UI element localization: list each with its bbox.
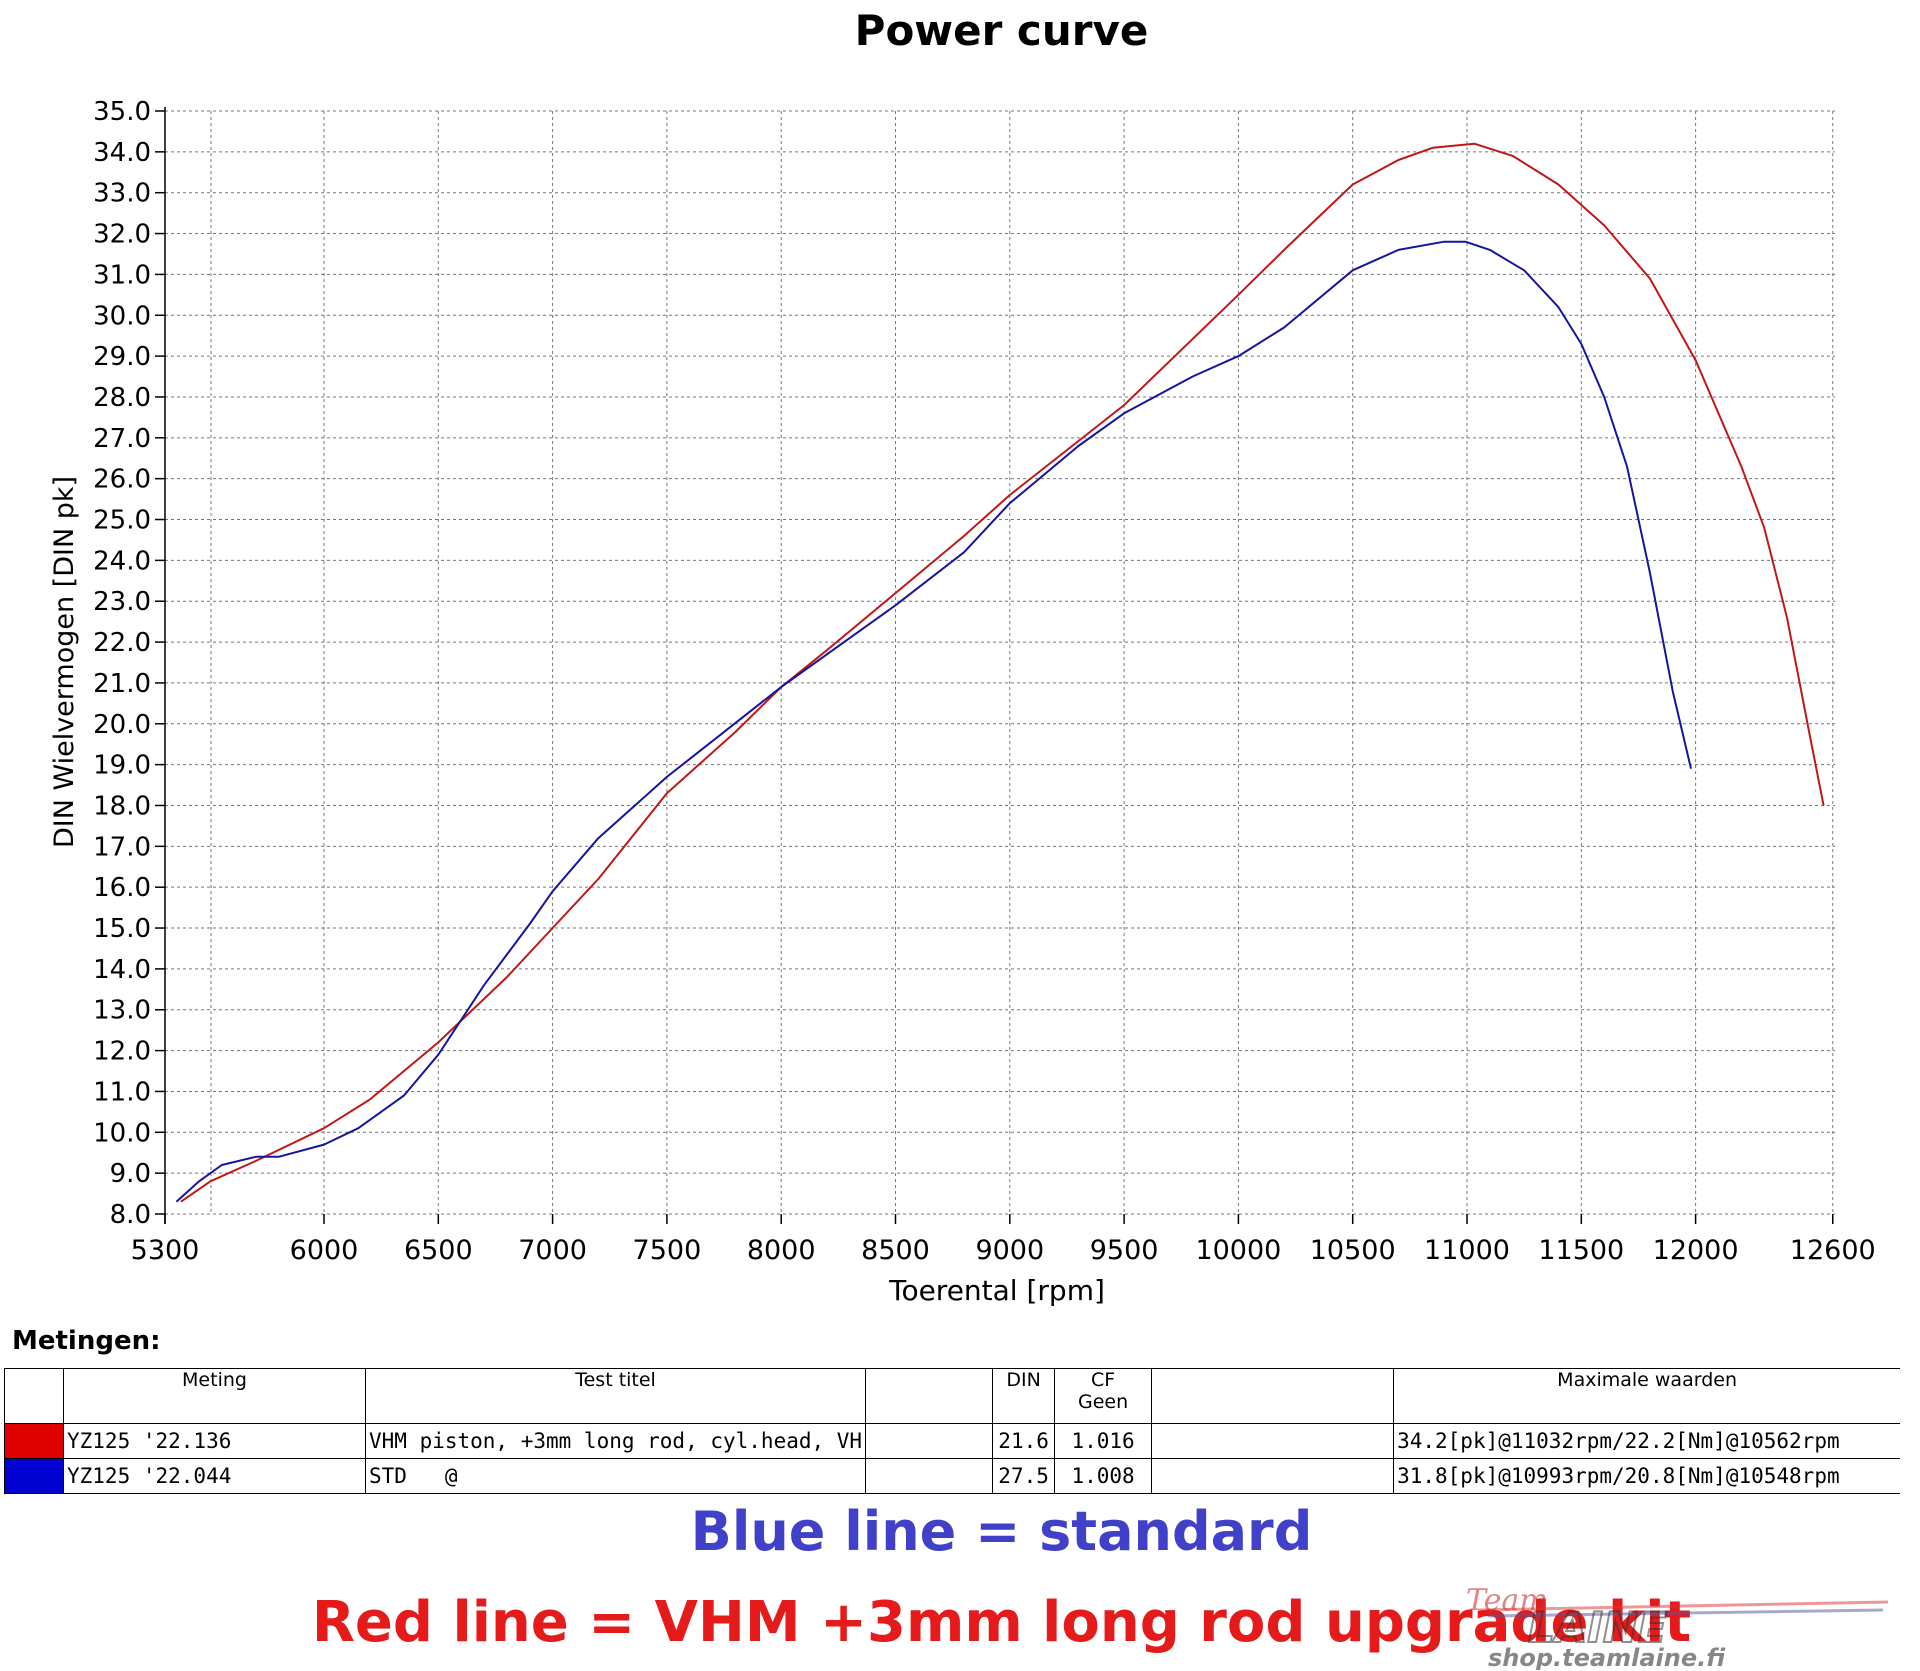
table-row: YZ125 '22.044 STD @ 27.5 1.008 31.8[pk]@… bbox=[4, 1458, 1901, 1494]
logo-url: shop.teamlaine.fi bbox=[1488, 1644, 1726, 1670]
logo-stripe bbox=[1487, 1608, 1884, 1618]
x-tick-label: 6500 bbox=[404, 1235, 473, 1266]
y-tick-label: 20.0 bbox=[93, 710, 151, 740]
series-layer bbox=[175, 142, 1825, 1203]
y-axis-label: DIN Wielvermogen [DIN pk] bbox=[49, 476, 80, 848]
y-tick-label: 21.0 bbox=[93, 669, 151, 699]
cell-din: 21.6 bbox=[992, 1423, 1056, 1459]
y-tick-label: 8.0 bbox=[110, 1200, 151, 1230]
y-tick-label: 33.0 bbox=[93, 179, 151, 209]
cell-test-titel: STD @ bbox=[364, 1458, 867, 1494]
chart-title: Power curve bbox=[854, 6, 1149, 55]
x-tick-label: 12000 bbox=[1653, 1235, 1739, 1266]
series-line-blue bbox=[175, 240, 1692, 1203]
cell-meting: YZ125 '22.136 bbox=[63, 1423, 366, 1459]
cell-din: 27.5 bbox=[992, 1458, 1056, 1494]
x-tick-label: 8000 bbox=[747, 1235, 816, 1266]
y-tick-label: 11.0 bbox=[93, 1077, 151, 1107]
cell-cf: 1.008 bbox=[1054, 1458, 1153, 1494]
grid-layer bbox=[165, 110, 1835, 1215]
table-header-row: Meting Test titel DIN CF Geen Maximale w… bbox=[4, 1368, 1901, 1424]
x-tick-label: 11000 bbox=[1424, 1235, 1510, 1266]
header-max: Maximale waarden bbox=[1393, 1368, 1901, 1424]
header-cf: CF Geen bbox=[1054, 1368, 1153, 1424]
y-tick-label: 27.0 bbox=[93, 424, 151, 454]
y-tick-label: 12.0 bbox=[93, 1037, 151, 1067]
y-tick-label: 34.0 bbox=[93, 138, 151, 168]
x-tick-label: 9500 bbox=[1090, 1235, 1159, 1266]
x-axis-label: Toerental [rpm] bbox=[888, 1274, 1105, 1307]
header-blank-1 bbox=[865, 1368, 994, 1424]
logo-script: Team bbox=[1466, 1583, 1548, 1618]
table-row: YZ125 '22.136 VHM piston, +3mm long rod,… bbox=[4, 1423, 1901, 1459]
y-tick-label: 9.0 bbox=[110, 1159, 151, 1189]
header-blank-2 bbox=[1151, 1368, 1395, 1424]
x-tick-label: 10500 bbox=[1310, 1235, 1396, 1266]
y-tick-label: 16.0 bbox=[93, 873, 151, 903]
y-tick-label: 35.0 bbox=[93, 97, 151, 127]
y-tick-label: 22.0 bbox=[93, 628, 151, 658]
x-tick-label: 10000 bbox=[1195, 1235, 1281, 1266]
y-tick-label: 26.0 bbox=[93, 465, 151, 495]
x-tick-label: 6000 bbox=[290, 1235, 359, 1266]
y-tick-label: 30.0 bbox=[93, 301, 151, 331]
header-test-titel: Test titel bbox=[364, 1368, 867, 1424]
y-tick-label: 15.0 bbox=[93, 914, 151, 944]
x-tick-label: 8500 bbox=[861, 1235, 930, 1266]
y-tick-label: 31.0 bbox=[93, 260, 151, 290]
color-swatch-blue bbox=[4, 1458, 64, 1494]
logo-stripe bbox=[1477, 1600, 1889, 1612]
cell-test-titel: VHM piston, +3mm long rod, cyl.head, VH bbox=[364, 1423, 867, 1459]
cell-blank bbox=[865, 1458, 994, 1494]
y-tick-label: 10.0 bbox=[93, 1118, 151, 1148]
y-tick-label: 25.0 bbox=[93, 506, 151, 536]
y-tick-label: 13.0 bbox=[93, 996, 151, 1026]
y-tick-label: 32.0 bbox=[93, 220, 151, 250]
cell-cf: 1.016 bbox=[1054, 1423, 1153, 1459]
x-tick-label: 12600 bbox=[1790, 1235, 1876, 1266]
x-tick-label: 11500 bbox=[1538, 1235, 1624, 1266]
logo-brand: LAINE bbox=[1528, 1603, 1667, 1652]
cell-max: 31.8[pk]@10993rpm/20.8[Nm]@10548rpm bbox=[1393, 1458, 1901, 1494]
y-tick-label: 24.0 bbox=[93, 546, 151, 576]
cell-blank bbox=[1151, 1423, 1395, 1459]
header-din: DIN bbox=[992, 1368, 1056, 1424]
x-tick-label: 7000 bbox=[518, 1235, 587, 1266]
header-cf-line1: CF bbox=[1090, 1369, 1116, 1391]
caption-blue-line: Blue line = standard bbox=[690, 1500, 1313, 1563]
header-cf-line2: Geen bbox=[1078, 1391, 1129, 1413]
team-laine-logo: Team LAINE shop.teamlaine.fi bbox=[1466, 1583, 1889, 1670]
power-curve-chart: 8.0 9.0 10.0 11.0 12.0 13.0 14.0 15.0 16.0 17.0 18… bbox=[49, 97, 1876, 1307]
x-tick-label: 5300 bbox=[131, 1235, 200, 1266]
caption-red-line: Red line = VHM +3mm long rod upgrade kit bbox=[311, 1590, 1692, 1655]
tick-labels: 8.0 9.0 10.0 11.0 12.0 13.0 14.0 15.0 16.0 17.0 18… bbox=[93, 97, 1876, 1266]
y-tick-label: 18.0 bbox=[93, 791, 151, 821]
swatch-header bbox=[4, 1368, 64, 1424]
y-tick-label: 17.0 bbox=[93, 832, 151, 862]
measurements-table: Meting Test titel DIN CF Geen Maximale w… bbox=[4, 1368, 1901, 1494]
cell-blank bbox=[1151, 1458, 1395, 1494]
series-line-red bbox=[180, 142, 1825, 1203]
x-tick-label: 7500 bbox=[633, 1235, 702, 1266]
cell-meting: YZ125 '22.044 bbox=[63, 1458, 366, 1494]
y-tick-label: 14.0 bbox=[93, 955, 151, 985]
y-tick-label: 28.0 bbox=[93, 383, 151, 413]
color-swatch-red bbox=[4, 1423, 64, 1459]
axis-layer bbox=[155, 107, 1834, 1224]
cell-blank bbox=[865, 1423, 994, 1459]
header-meting: Meting bbox=[63, 1368, 366, 1424]
measurements-title: Metingen: bbox=[12, 1326, 161, 1356]
y-tick-label: 23.0 bbox=[93, 587, 151, 617]
cell-max: 34.2[pk]@11032rpm/22.2[Nm]@10562rpm bbox=[1393, 1423, 1901, 1459]
x-tick-label: 9000 bbox=[975, 1235, 1044, 1266]
y-tick-label: 29.0 bbox=[93, 342, 151, 372]
y-tick-label: 19.0 bbox=[93, 751, 151, 781]
